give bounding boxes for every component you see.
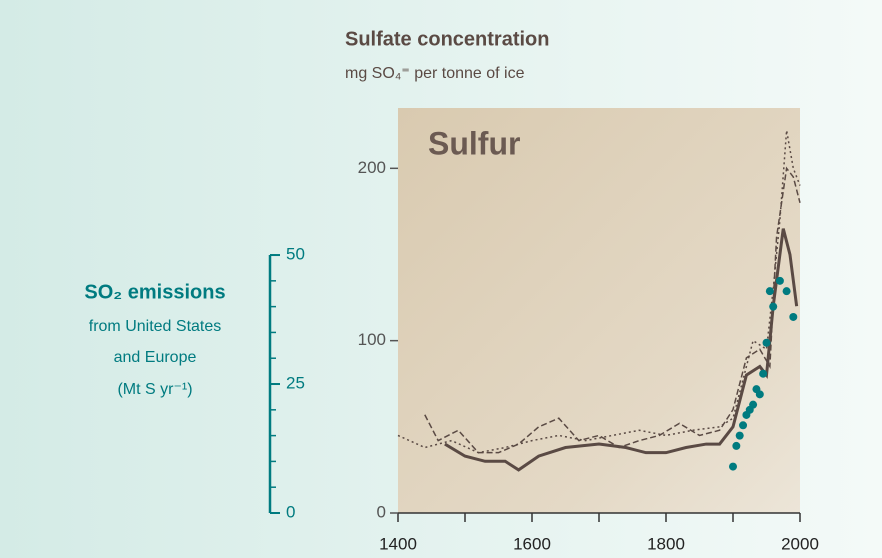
- data-point: [782, 287, 791, 296]
- data-point: [775, 276, 784, 285]
- data-line: [424, 166, 801, 454]
- y-tick-label: 200: [358, 158, 386, 177]
- y2-label: (Mt S yr⁻¹): [117, 381, 192, 398]
- data-point: [732, 441, 741, 450]
- y-tick-label: 0: [377, 502, 386, 521]
- y2-tick-label: 25: [286, 374, 305, 393]
- data-point: [759, 369, 768, 378]
- chart-title: Sulfate concentration: [345, 28, 549, 50]
- y-tick-label: 100: [358, 330, 386, 349]
- data-point: [755, 390, 764, 399]
- data-point: [729, 462, 737, 471]
- x-tick-label: 1600: [513, 534, 551, 553]
- data-point: [749, 400, 758, 409]
- y2-label: from United States: [89, 318, 222, 335]
- annotation: Sulfur: [428, 125, 520, 161]
- data-point: [739, 421, 748, 430]
- y2-label: SO₂ emissions: [84, 281, 225, 303]
- data-point: [762, 338, 771, 347]
- y2-label: and Europe: [114, 349, 197, 366]
- data-point: [769, 302, 778, 311]
- data-point: [765, 287, 774, 296]
- x-tick-label: 1800: [647, 534, 685, 553]
- x-tick-label: 2000: [781, 534, 819, 553]
- data-line: [397, 130, 801, 454]
- data-point: [789, 312, 798, 321]
- x-tick-label: 1400: [379, 534, 417, 553]
- y2-tick-label: 0: [286, 502, 295, 521]
- subtitle: mg SO₄⁼ per tonne of ice: [345, 65, 525, 82]
- data-point: [735, 431, 744, 440]
- y2-tick-label: 50: [286, 245, 305, 264]
